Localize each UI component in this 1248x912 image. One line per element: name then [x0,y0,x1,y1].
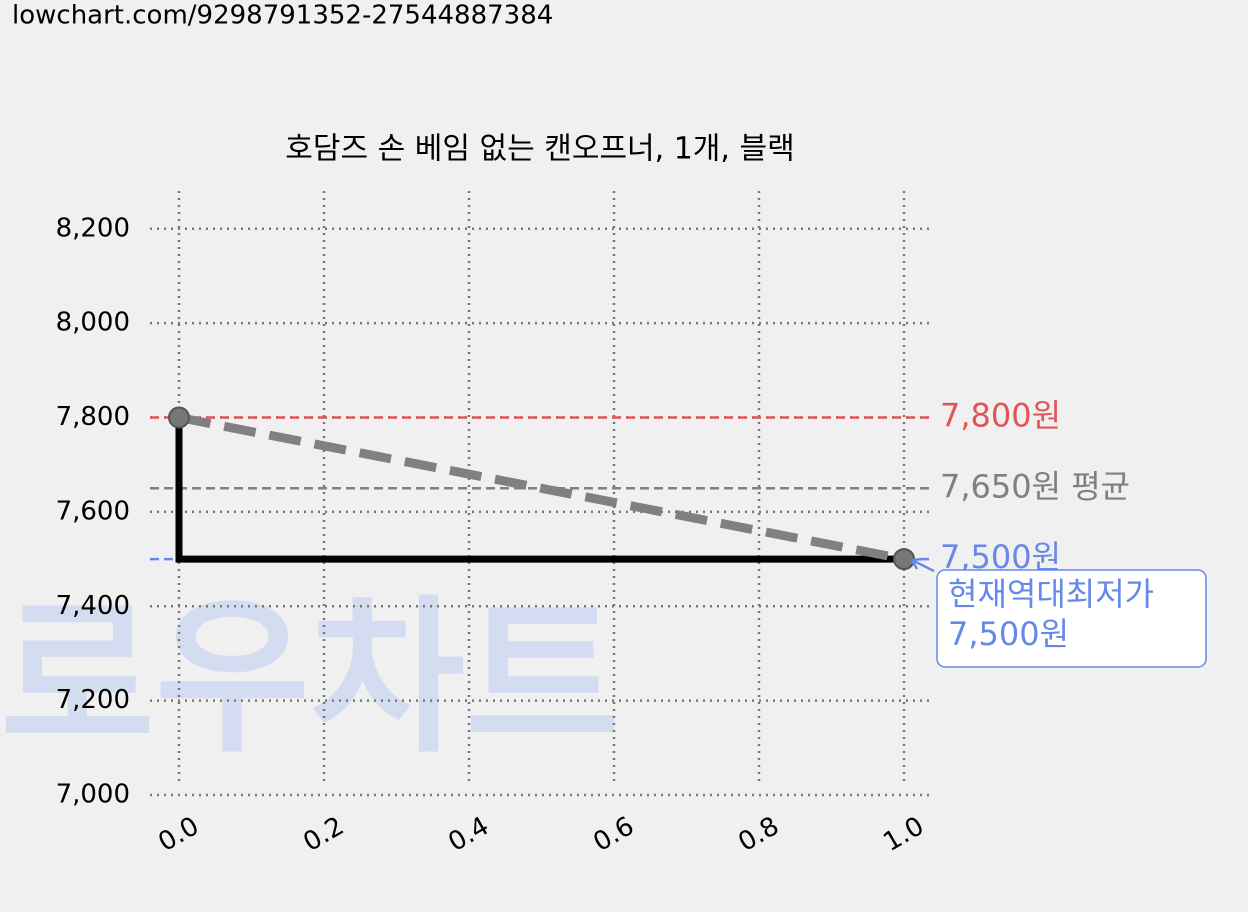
y-tick-label: 7,200 [56,685,130,715]
url: lowchart.com/9298791352-27544887384 [12,1,553,31]
y-tick-label: 7,600 [56,496,130,526]
x-tick-label: 0.6 [588,811,639,858]
annotation-box [936,569,1207,668]
x-tick-label: 1.0 [878,811,929,858]
annotation-arrow [910,557,935,573]
trend-line [178,413,905,564]
annotation-text: 현재역대최저가 [948,575,1154,613]
annotation-text: 7,500원 [948,615,1069,653]
point-marker [168,406,190,429]
reference-label: 7,800원 [940,397,1061,435]
x-tick-label: 0.4 [443,811,494,858]
x-tick-label: 0.2 [298,811,349,858]
y-tick-label: 7,800 [56,402,130,432]
chart-title: 호담즈 손 베임 없는 캔오프너, 1개, 블랙 [285,132,794,167]
x-tick-label: 0.8 [733,811,784,858]
x-tick-label: 0.0 [153,811,204,858]
y-tick-label: 7,400 [56,591,130,621]
y-tick-label: 8,200 [56,213,130,243]
reference-label: 7,650원 평균 [940,467,1130,505]
y-tick-label: 7,000 [56,780,130,810]
y-tick-label: 8,000 [56,308,130,338]
watermark: 로우차트 [0,580,620,776]
point-marker [893,548,915,571]
